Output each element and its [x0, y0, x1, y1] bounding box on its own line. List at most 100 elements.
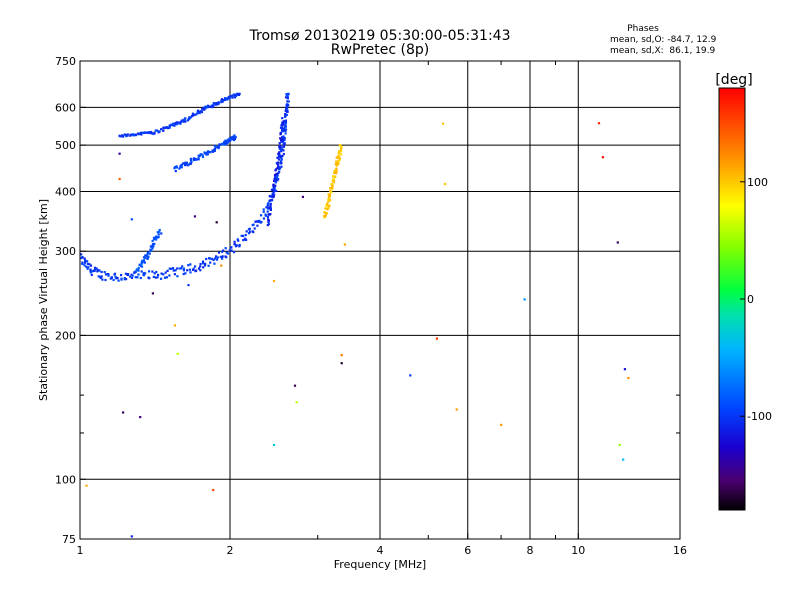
echo-point — [277, 158, 281, 161]
echo-point — [248, 230, 252, 233]
echo-point — [329, 187, 332, 190]
echo-point — [170, 267, 173, 270]
echo-point — [267, 218, 270, 221]
echo-point — [148, 270, 151, 273]
echo-point — [124, 272, 127, 275]
echo-point — [180, 267, 183, 270]
echo-point — [597, 122, 601, 125]
echo-point — [155, 238, 158, 241]
echo-point — [338, 155, 341, 158]
echo-point — [285, 93, 289, 96]
echo-point — [329, 189, 332, 193]
echo-point — [118, 152, 121, 155]
echo-point — [119, 135, 122, 138]
echo-point — [332, 181, 335, 184]
echo-point — [93, 266, 97, 269]
echo-point — [262, 208, 265, 211]
echo-point — [266, 210, 269, 213]
echo-point — [255, 220, 258, 223]
echo-point — [173, 167, 176, 170]
echo-point — [87, 266, 90, 269]
echo-point — [179, 122, 182, 125]
echo-point — [194, 265, 197, 268]
echo-point — [275, 178, 278, 181]
echo-point — [335, 163, 338, 166]
echo-point — [269, 205, 272, 208]
echo-point — [284, 122, 287, 125]
echo-point — [277, 177, 280, 181]
echo-point — [118, 177, 121, 181]
echo-point — [197, 109, 200, 112]
echo-point — [137, 266, 140, 269]
echo-point — [253, 227, 256, 230]
echo-point — [126, 134, 129, 137]
echo-point — [168, 126, 171, 129]
echo-point — [336, 160, 339, 163]
echo-point — [238, 243, 241, 247]
echo-point — [231, 96, 234, 99]
echo-point — [222, 249, 225, 252]
echo-point — [333, 170, 336, 173]
echo-point — [85, 484, 88, 487]
echo-point — [328, 193, 331, 196]
echo-point — [162, 129, 165, 132]
echo-point — [144, 272, 147, 275]
echo-point — [233, 93, 236, 96]
echo-point — [142, 259, 145, 262]
echo-point — [172, 267, 175, 270]
x-tick-label: 1 — [77, 544, 84, 557]
echo-point — [86, 262, 89, 265]
echo-point — [330, 183, 333, 186]
echo-point — [278, 142, 281, 145]
echo-point — [330, 191, 333, 194]
echo-point — [282, 149, 285, 152]
echo-point — [160, 272, 163, 275]
echo-point — [137, 273, 140, 276]
echo-point — [134, 270, 137, 273]
echo-point — [203, 264, 207, 267]
echo-point — [284, 129, 287, 132]
echo-point — [202, 262, 205, 265]
echo-point — [113, 272, 117, 275]
echo-point — [185, 161, 188, 164]
echo-point — [120, 277, 123, 280]
echo-point — [88, 263, 91, 266]
echo-point — [198, 112, 201, 115]
echo-point — [278, 144, 282, 147]
echo-point — [627, 376, 630, 380]
echo-point — [174, 269, 177, 272]
echo-point — [523, 298, 526, 301]
echo-point — [184, 163, 187, 167]
echo-point — [160, 232, 163, 235]
echo-point — [130, 535, 133, 538]
echo-point — [130, 276, 134, 279]
echo-point — [146, 252, 149, 255]
echo-point — [340, 146, 343, 149]
echo-point — [229, 138, 233, 141]
echo-point — [338, 157, 342, 160]
echo-point — [151, 292, 154, 295]
echo-point — [282, 145, 285, 148]
echo-point — [269, 199, 272, 202]
echo-point — [133, 271, 136, 274]
echo-point — [328, 204, 331, 208]
echo-point — [228, 249, 231, 252]
echo-point — [224, 97, 227, 100]
echo-point — [182, 269, 185, 272]
echo-point — [163, 126, 166, 129]
echo-point — [173, 124, 176, 127]
echo-point — [212, 488, 215, 492]
echo-point — [189, 116, 192, 119]
echo-point — [282, 153, 285, 156]
echo-point — [182, 162, 185, 165]
y-tick-label: 750 — [55, 55, 76, 68]
echo-point — [212, 102, 215, 105]
echo-point — [178, 267, 181, 270]
echo-point — [150, 131, 153, 134]
echo-point — [324, 214, 327, 217]
echo-point — [186, 269, 189, 272]
echo-point — [244, 233, 247, 237]
echo-point — [140, 265, 144, 268]
echo-point — [224, 139, 227, 142]
echo-point — [285, 109, 288, 112]
